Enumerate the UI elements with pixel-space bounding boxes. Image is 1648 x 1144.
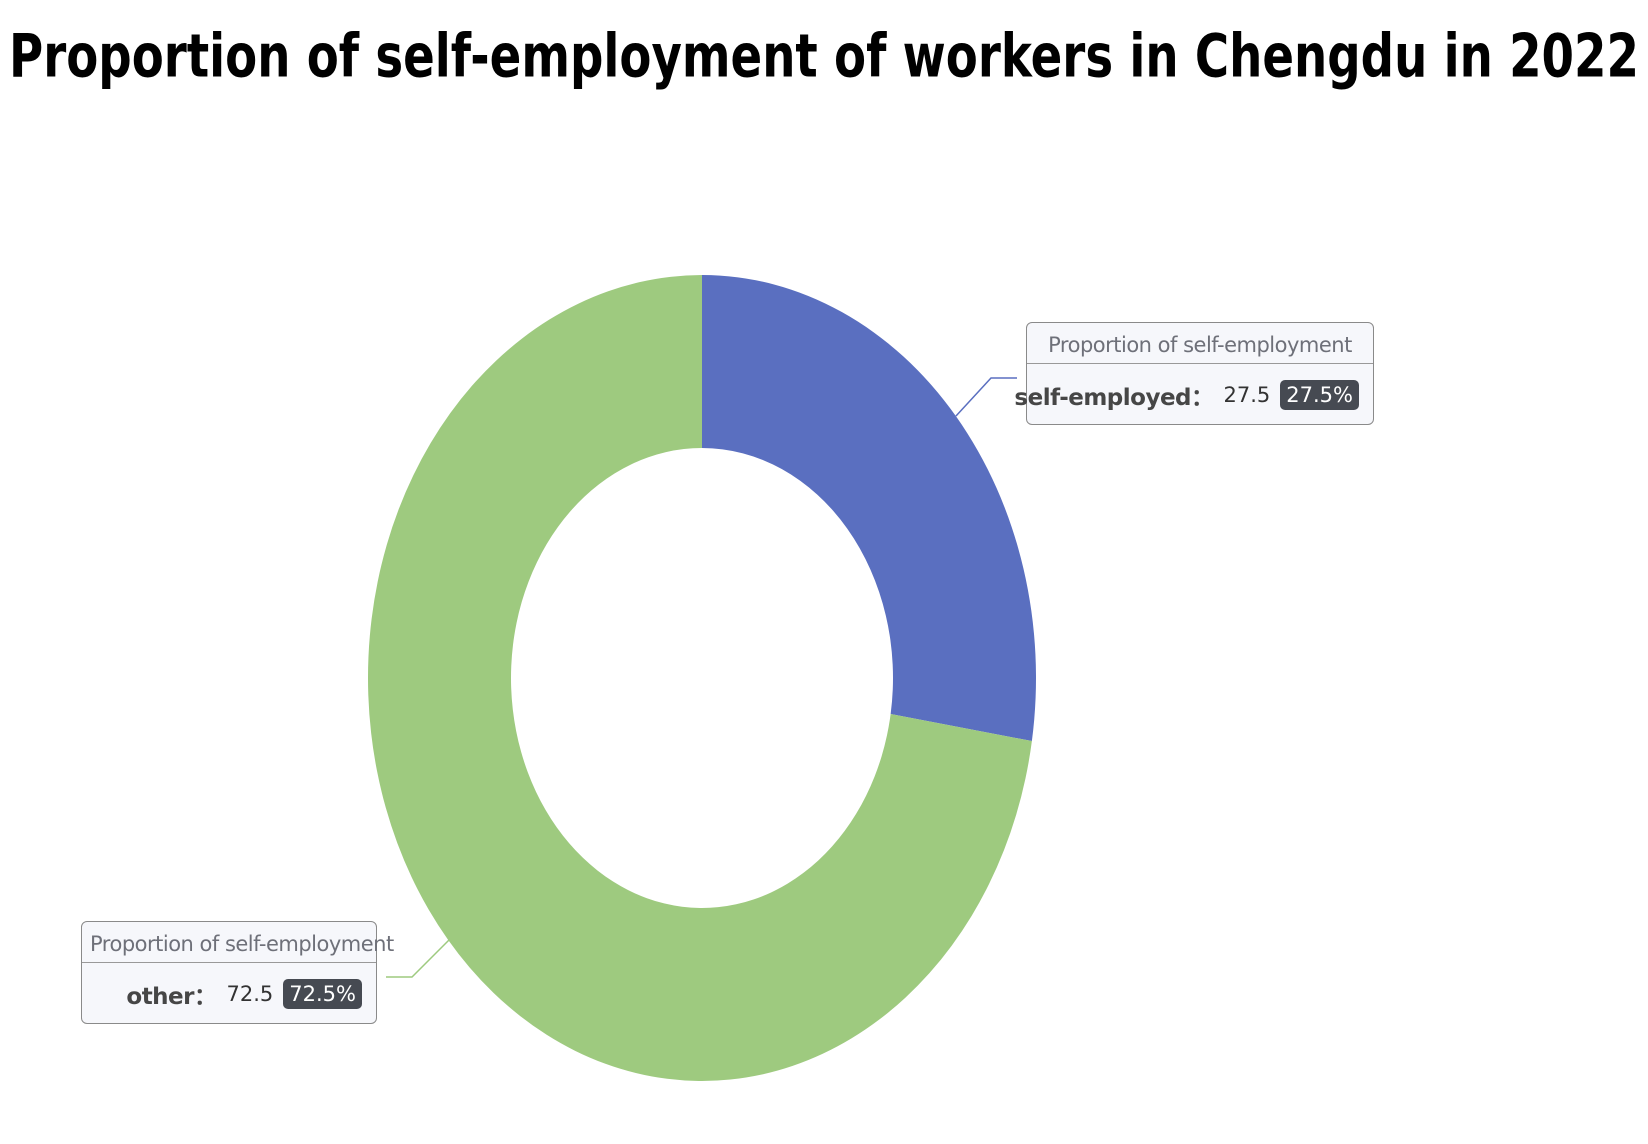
label-category: other (126, 977, 216, 1011)
chart-title: Proportion of self-employment of workers… (9, 22, 1639, 92)
label-value: 27.5 (1223, 383, 1271, 407)
label-body: self-employed 27.5 27.5% (1014, 364, 1373, 424)
label-value: 72.5 (226, 982, 274, 1006)
label-body: other 72.5 72.5% (82, 963, 376, 1023)
label-percent: 72.5% (283, 979, 362, 1009)
slice (702, 275, 1037, 742)
label-box: Proportion of self-employment other 72.5 72… (81, 921, 394, 1024)
label-category: self-employed (1014, 378, 1213, 412)
label-box: Proportion of self-employment self-employ… (1014, 322, 1374, 425)
slice (368, 275, 1032, 1081)
label-series-name: Proportion of self-employment (1027, 323, 1373, 364)
label-series-name: Proportion of self-employment (82, 922, 394, 963)
label-percent: 27.5% (1280, 380, 1359, 410)
leader-line (386, 938, 451, 978)
leader-line (955, 377, 1017, 417)
